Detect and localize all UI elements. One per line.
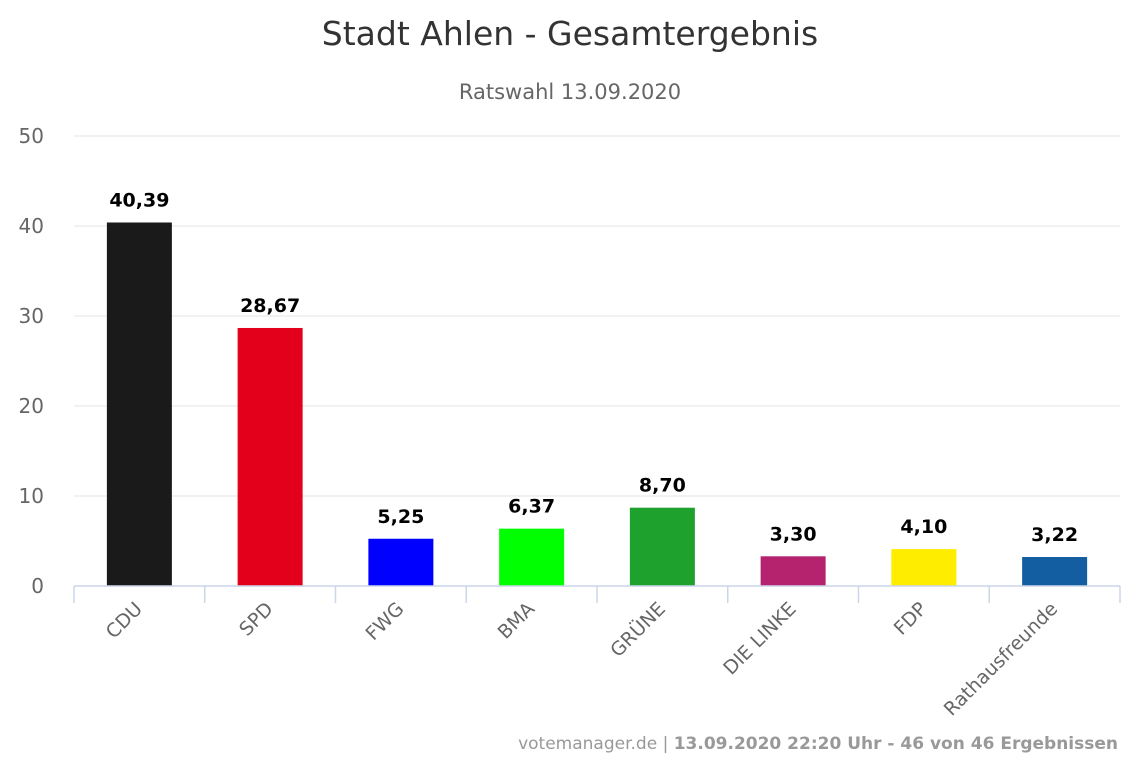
bar — [760, 556, 826, 586]
bar — [1022, 557, 1088, 586]
grid-lines — [74, 135, 1120, 497]
bar — [368, 538, 434, 586]
bar — [629, 507, 695, 586]
x-tick-label: FWG — [361, 598, 408, 645]
credits: votemanager.de | 13.09.2020 22:20 Uhr - … — [518, 734, 1118, 754]
y-axis: 0 10 20 30 40 50 — [19, 124, 44, 598]
y-tick-label: 20 — [19, 394, 44, 418]
credit-status: 13.09.2020 22:20 Uhr - 46 von 46 Ergebni… — [673, 734, 1118, 754]
chart-subtitle: Ratswahl 13.09.2020 — [459, 80, 681, 104]
x-tick-label: Rathausfreunde — [940, 598, 1062, 720]
bar — [499, 528, 565, 586]
y-tick-label: 10 — [19, 484, 44, 508]
data-label: 4,10 — [900, 516, 947, 538]
x-tick-label: SPD — [235, 598, 278, 641]
x-tick-label: DIE LINKE — [719, 598, 800, 679]
bars — [106, 222, 1088, 587]
bar — [891, 549, 957, 586]
data-label: 5,25 — [377, 506, 424, 528]
data-label: 8,70 — [639, 475, 686, 497]
credit-source[interactable]: votemanager.de — [518, 734, 658, 754]
x-tick-label: CDU — [102, 598, 147, 643]
data-label: 28,67 — [240, 295, 300, 317]
x-axis: CDU SPD FWG BMA GRÜNE DIE LINKE FDP Rathausfreu… — [73, 585, 1121, 720]
x-tick-label: GRÜNE — [606, 597, 670, 661]
data-label: 3,30 — [770, 523, 817, 545]
y-tick-label: 30 — [19, 304, 44, 328]
chart-title: Stadt Ahlen - Gesamtergebnis — [322, 14, 818, 53]
data-label: 40,39 — [109, 189, 169, 211]
y-tick-label: 40 — [19, 214, 44, 238]
data-labels: 40,39 28,67 5,25 6,37 8,70 3,30 4,10 3,22 — [109, 189, 1078, 546]
credit-separator: | — [657, 734, 674, 754]
y-tick-label: 50 — [19, 124, 44, 148]
x-tick-label: BMA — [494, 598, 540, 644]
bar — [106, 222, 172, 587]
y-tick-label: 0 — [31, 574, 44, 598]
bar — [237, 327, 303, 586]
data-label: 3,22 — [1031, 524, 1078, 546]
x-tick-label: FDP — [890, 598, 932, 640]
data-label: 6,37 — [508, 496, 555, 518]
